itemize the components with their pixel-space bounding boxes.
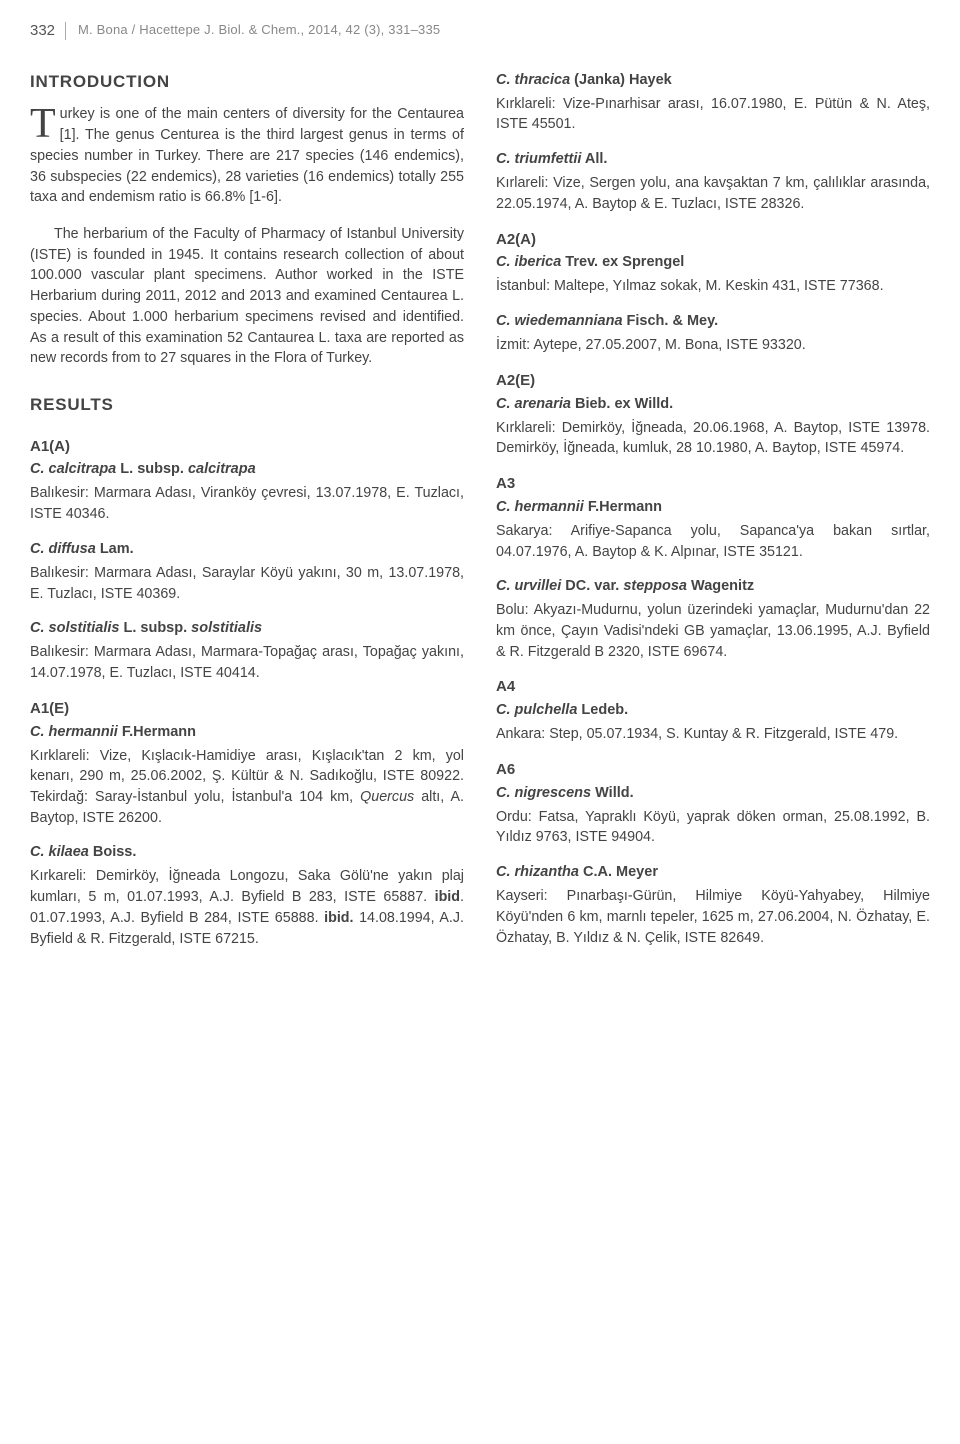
- species-italic: C. iberica: [496, 254, 561, 270]
- species-mid: L. subsp.: [116, 461, 188, 477]
- dropcap-letter: T: [30, 104, 60, 140]
- species-italic: C. solstitialis: [30, 620, 119, 636]
- locality-entry: Kayseri: Pınarbaşı-Gürün, Hilmiye Köyü-Y…: [496, 886, 930, 948]
- species-italic: C. wiedemanniana: [496, 313, 623, 329]
- species-italic: stepposa: [623, 578, 687, 594]
- locality-entry: İzmit: Aytepe, 27.05.2007, M. Bona, ISTE…: [496, 335, 930, 356]
- locality-entry: Balıkesir: Marmara Adası, Saraylar Köyü …: [30, 563, 464, 604]
- species-name: C. pulchella Ledeb.: [496, 700, 930, 721]
- species-auth: Boiss.: [89, 844, 137, 860]
- intro-paragraph-1: Turkey is one of the main centers of div…: [30, 104, 464, 208]
- locality-entry: Ordu: Fatsa, Yapraklı Köyü, yaprak döken…: [496, 807, 930, 848]
- species-auth: (Janka) Hayek: [570, 72, 672, 88]
- intro-paragraph-2: The herbarium of the Faculty of Pharmacy…: [30, 224, 464, 369]
- species-mid: L. subsp.: [119, 620, 191, 636]
- entry-text: Kırkareli: Demirköy, İğneada Longozu, Sa…: [30, 868, 464, 905]
- results-heading: RESULTS: [30, 393, 464, 418]
- locality-entry: Kırlareli: Vize, Sergen yolu, ana kavşak…: [496, 173, 930, 214]
- grid-a3-heading: A3: [496, 473, 930, 495]
- grid-a6-heading: A6: [496, 759, 930, 781]
- species-italic: C. calcitrapa: [30, 461, 116, 477]
- species-italic: C. hermannii: [30, 724, 118, 740]
- species-auth: Trev. ex Sprengel: [561, 254, 684, 270]
- species-auth: C.A. Meyer: [579, 864, 658, 880]
- locality-entry: Sakarya: Arifiye-Sapanca yolu, Sapanca'y…: [496, 521, 930, 562]
- species-name: C. solstitialis L. subsp. solstitialis: [30, 618, 464, 639]
- left-column: INTRODUCTION Turkey is one of the main c…: [30, 70, 464, 964]
- species-name: C. hermannii F.Hermann: [496, 497, 930, 518]
- running-header: 332 M. Bona / Hacettepe J. Biol. & Chem.…: [30, 20, 930, 42]
- locality-entry: Kırklareli: Demirköy, İğneada, 20.06.196…: [496, 418, 930, 459]
- species-italic: C. triumfettii: [496, 151, 581, 167]
- species-name: C. rhizantha C.A. Meyer: [496, 862, 930, 883]
- two-column-layout: INTRODUCTION Turkey is one of the main c…: [30, 70, 930, 964]
- species-name: C. wiedemanniana Fisch. & Mey.: [496, 311, 930, 332]
- grid-a4-heading: A4: [496, 676, 930, 698]
- species-auth: F.Hermann: [118, 724, 196, 740]
- page-number: 332: [30, 20, 55, 42]
- ibid: ibid.: [324, 910, 353, 926]
- grid-a1e-heading: A1(E): [30, 698, 464, 720]
- species-auth: Ledeb.: [577, 702, 628, 718]
- grid-a1a-heading: A1(A): [30, 436, 464, 458]
- species-italic: C. kilaea: [30, 844, 89, 860]
- header-divider: [65, 22, 66, 40]
- intro-p1-text: urkey is one of the main centers of dive…: [30, 106, 464, 205]
- species-italic: C. diffusa: [30, 541, 96, 557]
- species-name: C. thracica (Janka) Hayek: [496, 70, 930, 91]
- locality-entry: İstanbul: Maltepe, Yılmaz sokak, M. Kesk…: [496, 276, 930, 297]
- species-name: C. diffusa Lam.: [30, 539, 464, 560]
- species-name: C. nigrescens Willd.: [496, 783, 930, 804]
- species-auth: F.Hermann: [584, 499, 662, 515]
- grid-a2a-heading: A2(A): [496, 229, 930, 251]
- running-head-text: M. Bona / Hacettepe J. Biol. & Chem., 20…: [78, 21, 440, 40]
- species-name: C. hermannii F.Hermann: [30, 722, 464, 743]
- species-italic: C. pulchella: [496, 702, 577, 718]
- species-auth: Wagenitz: [687, 578, 754, 594]
- species-name: C. kilaea Boiss.: [30, 842, 464, 863]
- locality-entry: Kırklareli: Vize-Pınarhisar arası, 16.07…: [496, 94, 930, 135]
- species-italic: C. thracica: [496, 72, 570, 88]
- right-column: C. thracica (Janka) Hayek Kırklareli: Vi…: [496, 70, 930, 964]
- locality-entry: Kırklareli: Vize, Kışlacık-Hamidiye aras…: [30, 746, 464, 829]
- locality-entry: Balıkesir: Marmara Adası, Viranköy çevre…: [30, 483, 464, 524]
- species-italic: calcitrapa: [188, 461, 256, 477]
- species-auth: All.: [581, 151, 607, 167]
- species-italic: C. arenaria: [496, 396, 571, 412]
- species-name: C. arenaria Bieb. ex Willd.: [496, 394, 930, 415]
- locality-entry: Kırkareli: Demirköy, İğneada Longozu, Sa…: [30, 866, 464, 949]
- grid-a2e-heading: A2(E): [496, 370, 930, 392]
- species-italic: solstitialis: [191, 620, 262, 636]
- locality-entry: Ankara: Step, 05.07.1934, S. Kuntay & R.…: [496, 724, 930, 745]
- locality-entry: Balıkesir: Marmara Adası, Marmara-Topağa…: [30, 642, 464, 683]
- species-italic: C. rhizantha: [496, 864, 579, 880]
- species-name: C. calcitrapa L. subsp. calcitrapa: [30, 459, 464, 480]
- introduction-heading: INTRODUCTION: [30, 70, 464, 95]
- species-name: C. triumfettii All.: [496, 149, 930, 170]
- entry-italic: Quercus: [360, 789, 414, 805]
- species-auth: Willd.: [591, 785, 634, 801]
- locality-entry: Bolu: Akyazı-Mudurnu, yolun üzerindeki y…: [496, 600, 930, 662]
- species-auth: Fisch. & Mey.: [623, 313, 719, 329]
- species-italic: C. nigrescens: [496, 785, 591, 801]
- species-italic: C. urvillei: [496, 578, 561, 594]
- species-auth: Lam.: [96, 541, 134, 557]
- species-name: C. iberica Trev. ex Sprengel: [496, 252, 930, 273]
- species-mid: DC. var.: [561, 578, 623, 594]
- species-italic: C. hermannii: [496, 499, 584, 515]
- species-name: C. urvillei DC. var. stepposa Wagenitz: [496, 576, 930, 597]
- ibid: ibid: [435, 889, 460, 905]
- species-auth: Bieb. ex Willd.: [571, 396, 673, 412]
